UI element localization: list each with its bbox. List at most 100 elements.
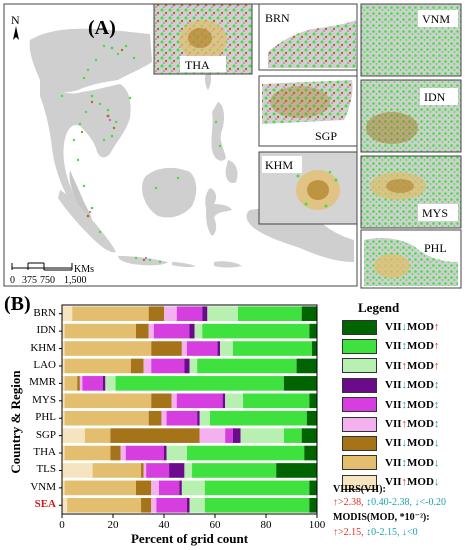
panel-b-label: (B) [4,293,31,315]
bar-segment-sgp-1 [84,428,111,443]
bar-segment-sea-6 [189,497,205,513]
key-modis-title: MODIS(MOD, *10⁻²): [333,512,430,523]
china-land [29,28,152,93]
bar-segment-lao-8 [296,358,317,374]
bar-segment-sea-0 [62,497,68,513]
y-tick-label-lao: LAO [33,358,56,371]
bar-segment-vnm-2 [135,480,152,496]
bar-segment-mmr-2 [77,376,80,391]
legend-viirs-label: VII [385,456,402,469]
y-tick-label-tls: TLS [36,463,56,476]
bar-segment-phl-2 [148,410,162,426]
bar-segment-khm-8 [311,341,317,356]
bar-segment-mmr-7 [115,376,284,391]
inset-vnm-label: VNM [422,12,450,26]
y-tick-label-vnm: VNM [30,480,56,493]
scale-label-0: 0 [10,275,15,286]
bar-segment-sgp-2 [110,428,200,443]
bar-segment-tls-4 [146,463,170,478]
legend-mod-label: MOD [407,340,434,353]
scale-label-3: 1,500 [64,275,87,286]
bar-segment-sgp-6 [240,428,284,443]
bar-segment-sgp-0 [62,428,85,443]
bar-segment-tls-8 [276,463,317,478]
bar-segment-brn-6 [207,306,238,322]
bar-segment-tls-6 [184,463,193,478]
inset-idn-label: IDN [424,90,446,104]
legend-swatch [342,358,377,374]
bar-segment-vnm-4 [158,480,180,496]
bar-segment-tha-1 [64,445,111,461]
legend-mod-label: MOD [407,398,434,411]
legend-viirs-label: VII [385,418,402,430]
legend-swatch [342,416,377,432]
bar-segment-phl-6 [199,410,210,426]
legend-viirs-arrow: ↓ [401,321,408,333]
bar-segment-brn-3 [164,306,177,322]
bar-segment-tha-5 [164,445,167,461]
inset-phl-label: PHL [424,241,447,255]
map-panel: N (A) 0 375 750 1,500 KMs THA BRN [3,3,462,289]
bar-segment-sea-3 [151,497,157,513]
bar-segment-tha-3 [120,445,126,461]
legend-item: VII ↓ MOD ↓ [342,434,439,452]
bar-segment-brn-4 [176,306,203,322]
bar-segment-phl-7 [209,410,307,426]
legend-viirs-label: VII [385,340,402,353]
legend-item: VII ↑ MOD ↕ [342,415,439,433]
java-land [118,256,196,268]
bar-segment-sea-5 [186,497,190,513]
legend-item: VII ↕ MOD ↓ [342,454,439,472]
bar-segment-idn-8 [309,323,317,339]
key-modis-up: ↑>2.15, [333,527,364,538]
bar-segment-brn-5 [202,306,208,322]
key-modis-down: ↓<0 [401,527,418,538]
bar-segment-lao-4 [151,358,185,374]
inset-tha-label: THA [185,58,210,72]
bar-segment-brn-2 [148,306,164,322]
bar-segment-phl-1 [64,410,149,426]
bar-segment-idn-5 [189,323,195,339]
bar-segment-khm-2 [151,341,182,356]
legend-mod-label: MOD [407,456,434,469]
legend-viirs-label: VII [385,321,402,333]
bar-segment-khm-1 [64,341,152,356]
legend-mod-label: MOD [407,476,434,489]
philippines-land [211,102,238,184]
bar-segment-mmr-1 [64,376,78,391]
y-tick-label-brn: BRN [33,306,56,319]
panel-a-label: (A) [88,17,116,39]
bar-segment-idn-4 [153,323,190,339]
bar-segment-vnm-6 [181,480,205,496]
bar-segment-mys-3 [171,393,177,409]
y-tick-label-sea: SEA [34,498,56,511]
bar-segment-lao-7 [197,358,297,374]
key-viirs-line: ↑>2.38, ↕0.40-2.38, ↓<-0.20 [333,497,446,508]
x-tick-label: 20 [107,519,119,531]
bar-segment-khm-4 [186,341,218,356]
bar-segment-mys-8 [309,393,317,409]
bar-segment-tha-0 [62,445,65,461]
y-tick-label-sgp: SGP [35,428,56,441]
bar-segment-idn-3 [148,323,154,339]
legend-mod-label: MOD [407,359,434,372]
legend-mod-arrow: ↕ [433,398,440,411]
malay-peninsula-land [69,170,92,222]
bar-segment-vnm-1 [64,480,136,496]
legend-viirs-arrow: ↑ [401,418,408,430]
legend-viirs-label: VII [385,359,402,372]
bar-segment-phl-3 [161,410,167,426]
key-modis-mid: ↕0-2.15, [366,527,400,538]
y-tick-label-phl: PHL [35,411,56,424]
bar-segment-mmr-3 [79,376,83,391]
bar-segment-lao-6 [189,358,198,374]
legend-item: VII ↑ MOD ↓ [342,473,439,491]
bar-segment-sgp-3 [199,428,226,443]
bar-segment-lao-2 [130,358,144,374]
bar-segment-sea-7 [204,497,310,513]
bar-segment-sgp-5 [232,428,241,443]
x-tick-label: 60 [209,519,221,531]
bar-segment-tha-4 [125,445,164,461]
scale-unit: KMs [74,264,94,275]
bar-segment-phl-8 [306,410,317,426]
